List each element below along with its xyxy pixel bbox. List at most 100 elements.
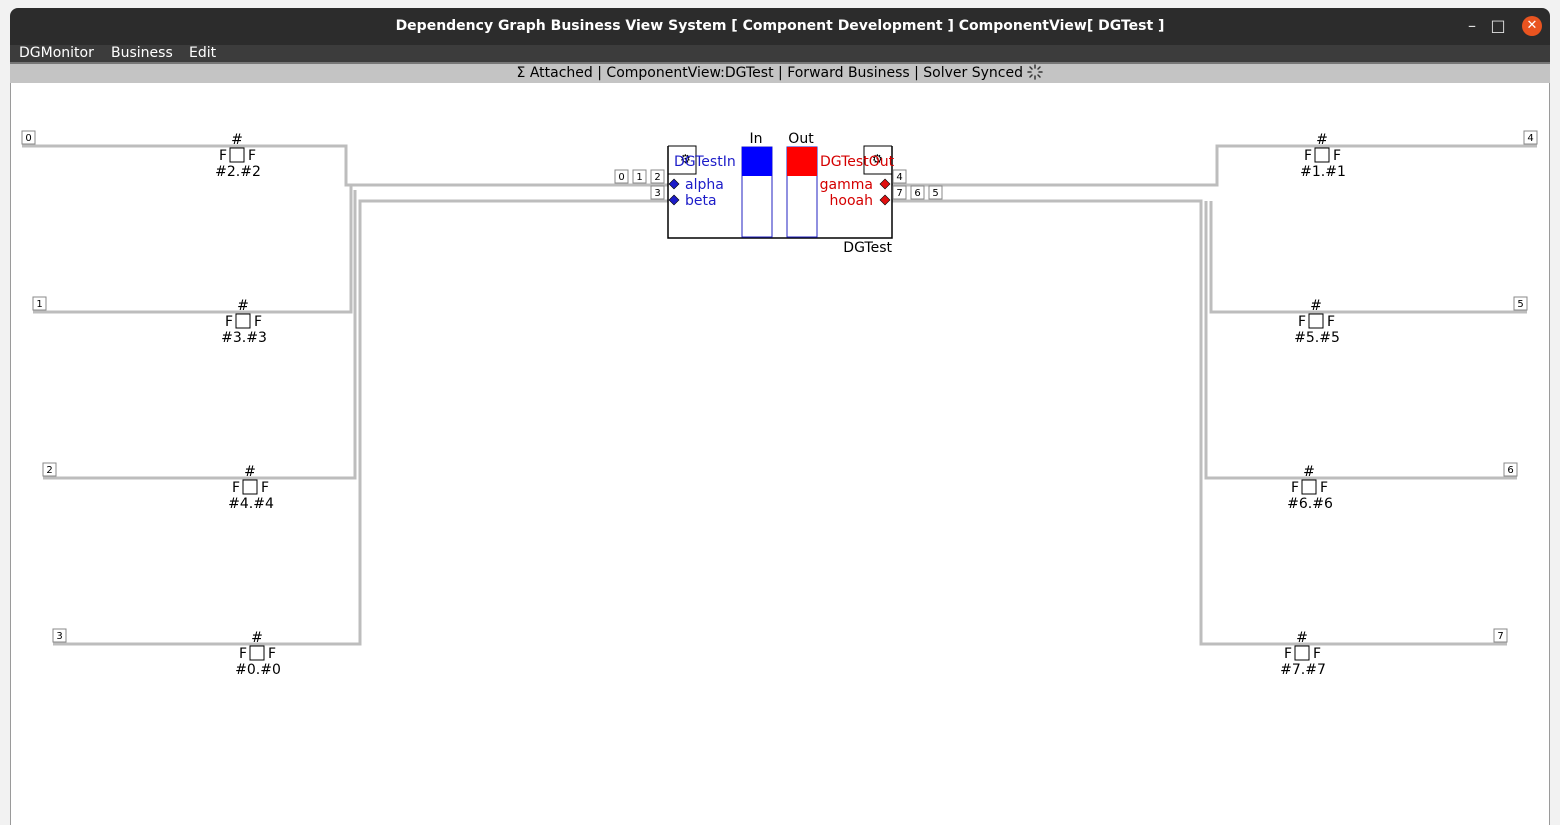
node-checkbox[interactable]	[235, 313, 251, 329]
left-node-0[interactable]: 0 # F F #2.#2	[21, 130, 261, 180]
output-port-hooah[interactable]: hooah	[830, 193, 873, 209]
right-node-4[interactable]: 4 # F F #1.#1	[1300, 130, 1538, 180]
out-label: Out	[788, 131, 814, 147]
node-flag-right: F	[261, 480, 269, 496]
node-checkbox[interactable]	[249, 645, 265, 661]
menu-business[interactable]: Business	[111, 45, 173, 61]
output-port-diamond-icon[interactable]	[879, 178, 891, 190]
left-node-1[interactable]: 1 # F F #3.#3	[32, 296, 267, 346]
input-port-diamond-icon[interactable]	[668, 194, 680, 206]
node-checkbox[interactable]	[229, 147, 245, 163]
title-bar[interactable]: Dependency Graph Business View System [ …	[10, 8, 1550, 45]
right-node-6[interactable]: 6 # F F #6.#6	[1287, 462, 1518, 512]
out-level-fill	[787, 147, 817, 176]
status-text: Σ Attached | ComponentView:DGTest | Forw…	[516, 65, 1023, 81]
node-checkbox[interactable]	[1294, 645, 1310, 661]
left-port-index: 1	[636, 172, 642, 183]
left-node-2[interactable]: 2 # F F #4.#4	[42, 462, 274, 512]
component-dgtest[interactable]: ⚙ ⚙ In Out DGTestIn DGTestOut alpha beta…	[614, 131, 943, 256]
node-flag-left: F	[219, 148, 227, 164]
right-port-index: 7	[896, 188, 902, 199]
right-node-7[interactable]: 7 # F F #7.#7	[1280, 628, 1508, 678]
minimize-icon[interactable]: –	[1468, 16, 1476, 35]
node-label: #4.#4	[228, 496, 274, 512]
node-flag-left: F	[1298, 314, 1306, 330]
node-flag-right: F	[248, 148, 256, 164]
node-index-box	[52, 628, 67, 643]
node-index-box	[32, 296, 47, 311]
left-port-index: 2	[654, 172, 660, 183]
node-index-box	[21, 130, 36, 145]
node-flag-right: F	[268, 646, 276, 662]
port-index-box	[650, 185, 665, 200]
port-index-box	[650, 169, 665, 184]
right-port-index: 4	[896, 172, 902, 183]
input-port-alpha[interactable]: alpha	[685, 177, 724, 193]
node-checkbox[interactable]	[1314, 147, 1330, 163]
wire-right-5	[1209, 201, 1527, 314]
node-flag-right: F	[254, 314, 262, 330]
output-port-gamma[interactable]: gamma	[820, 177, 873, 193]
node-hash: #	[1316, 132, 1328, 148]
node-flag-left: F	[239, 646, 247, 662]
node-checkbox[interactable]	[1308, 313, 1324, 329]
node-index: 3	[56, 631, 62, 642]
node-flag-left: F	[1291, 480, 1299, 496]
right-port-index: 6	[914, 188, 920, 199]
node-index: 0	[25, 133, 31, 144]
in-level-fill	[742, 147, 772, 176]
close-icon[interactable]: ✕	[1522, 16, 1542, 36]
menu-dgmonitor[interactable]: DGMonitor	[19, 45, 94, 61]
node-index: 1	[36, 299, 42, 310]
in-port-gear-icon[interactable]: ⚙	[680, 152, 691, 166]
input-port-diamond-icon[interactable]	[668, 178, 680, 190]
wire-left-2	[43, 190, 357, 480]
node-label: #0.#0	[235, 662, 281, 678]
node-label: #1.#1	[1300, 164, 1346, 180]
node-index: 2	[46, 465, 52, 476]
right-port-index: 5	[932, 188, 938, 199]
port-index-box	[892, 185, 907, 200]
wire-left-0	[22, 144, 668, 187]
node-flag-right: F	[1327, 314, 1335, 330]
node-index: 6	[1507, 465, 1513, 476]
node-index: 7	[1497, 631, 1503, 642]
node-label: #3.#3	[221, 330, 267, 346]
out-port-frame	[863, 145, 892, 175]
port-index-box	[614, 169, 629, 184]
node-flag-left: F	[1304, 148, 1312, 164]
maximize-icon[interactable]: □	[1490, 16, 1506, 35]
window-title: Dependency Graph Business View System [ …	[395, 18, 1165, 34]
node-hash: #	[251, 630, 263, 646]
menu-edit[interactable]: Edit	[189, 45, 217, 61]
status-bar: Σ Attached | ComponentView:DGTest | Forw…	[10, 64, 1550, 83]
node-hash: #	[1296, 630, 1308, 646]
node-hash: #	[1310, 298, 1322, 314]
node-index-box	[1493, 628, 1508, 643]
node-flag-left: F	[225, 314, 233, 330]
left-port-index: 3	[654, 188, 660, 199]
node-checkbox[interactable]	[242, 479, 258, 495]
component-body	[668, 146, 892, 238]
node-index-box	[1513, 296, 1528, 311]
node-flag-left: F	[1284, 646, 1292, 662]
port-index-box	[632, 169, 647, 184]
right-node-5[interactable]: 5 # F F #5.#5	[1294, 296, 1528, 346]
out-port-gear-icon[interactable]: ⚙	[872, 152, 883, 166]
node-checkbox[interactable]	[1301, 479, 1317, 495]
left-node-3[interactable]: 3 # F F #0.#0	[52, 628, 281, 678]
node-hash: #	[237, 298, 249, 314]
node-flag-right: F	[1313, 646, 1321, 662]
output-port-diamond-icon[interactable]	[879, 194, 891, 206]
node-flag-left: F	[232, 480, 240, 496]
left-port-index: 0	[618, 172, 624, 183]
node-flag-right: F	[1320, 480, 1328, 496]
node-hash: #	[1303, 464, 1315, 480]
connection-wires	[22, 144, 1537, 646]
input-port-beta[interactable]: beta	[685, 193, 717, 209]
component-name: DGTest	[843, 240, 892, 256]
node-index-box	[1503, 462, 1518, 477]
node-label: #2.#2	[215, 164, 261, 180]
wire-right-4	[892, 144, 1537, 187]
